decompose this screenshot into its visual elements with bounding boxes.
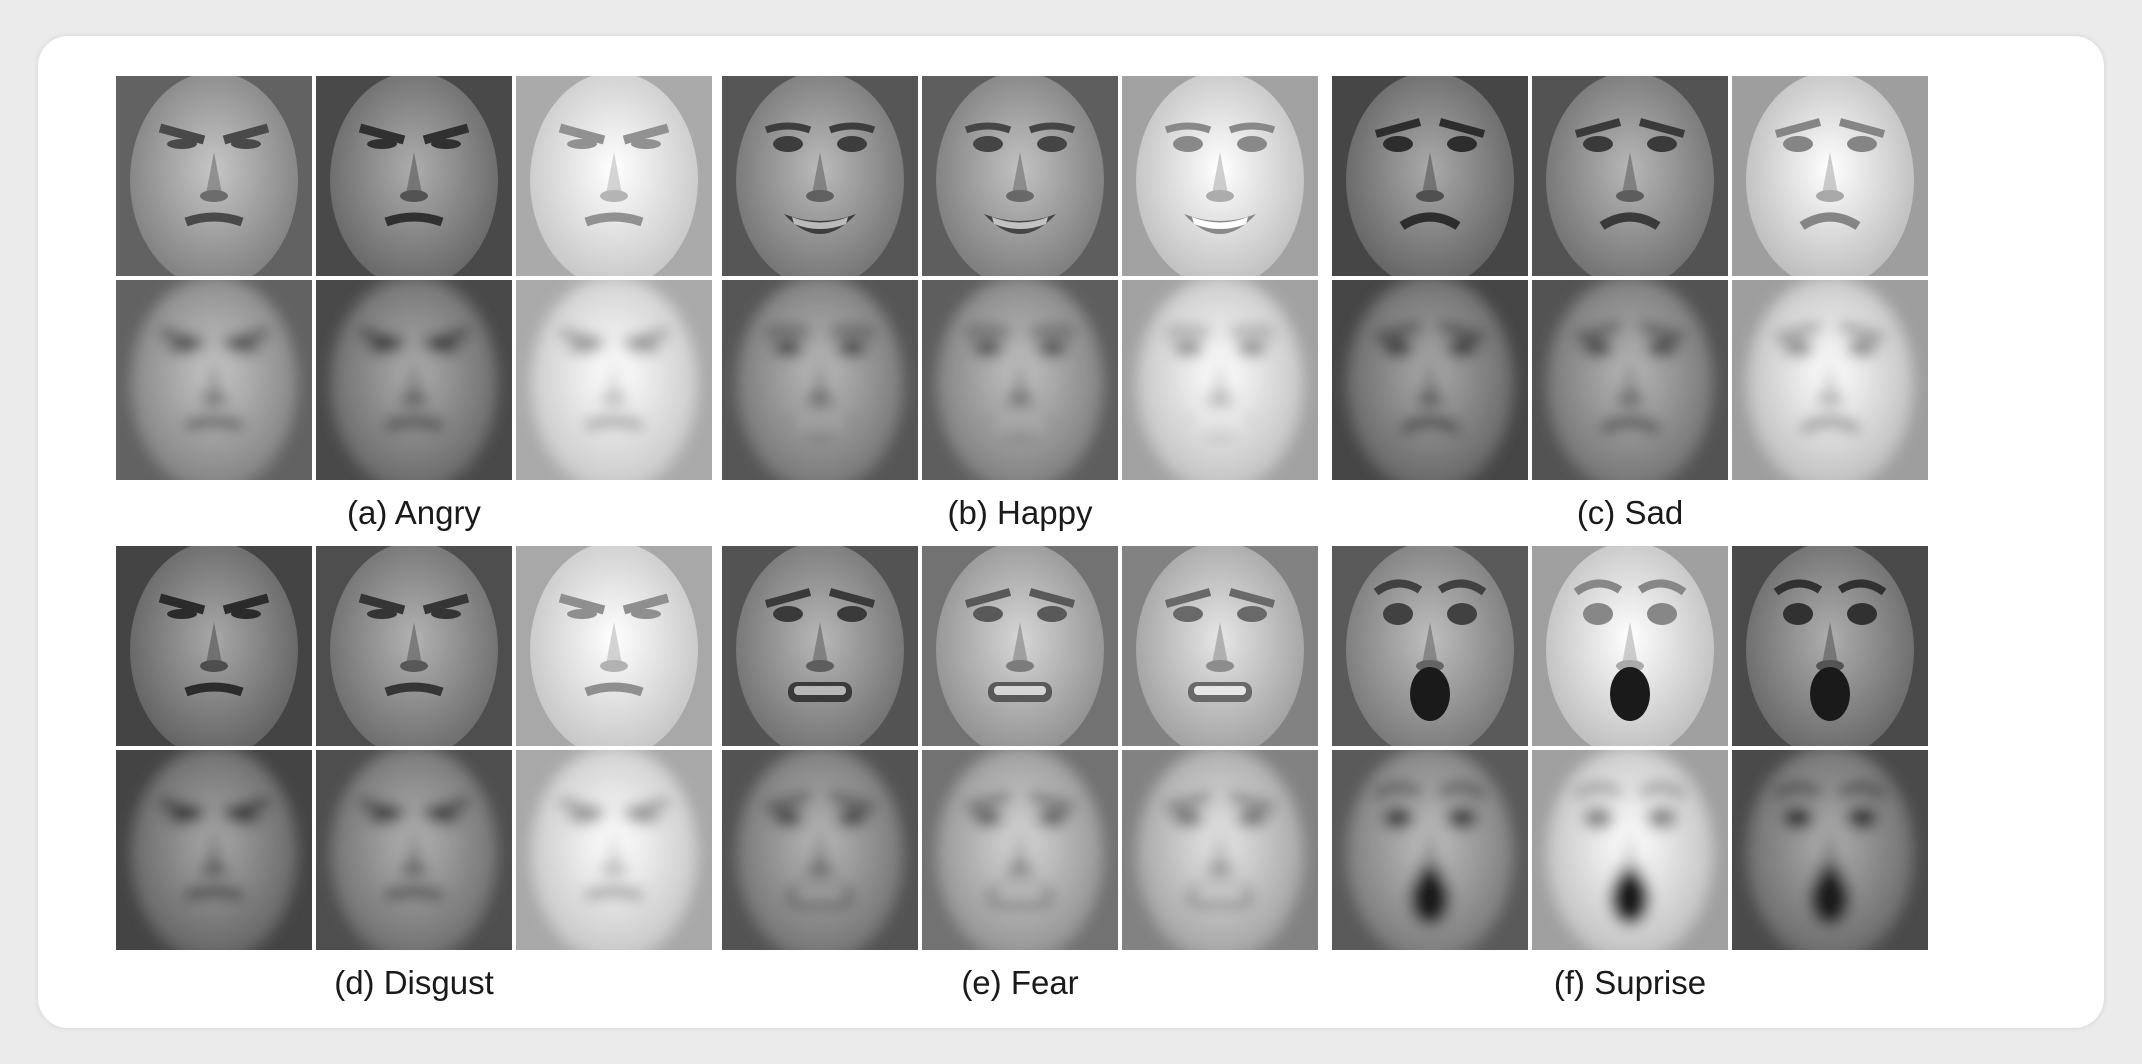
face-photo [722, 76, 918, 276]
face-photo [516, 76, 712, 276]
face-grid [1332, 76, 1928, 484]
face-reconstruction [1732, 280, 1928, 480]
face-reconstruction [1532, 750, 1728, 950]
face-reconstruction [922, 280, 1118, 480]
face-grid [116, 546, 712, 954]
face-photo [1732, 76, 1928, 276]
panel-caption: (f) Suprise [1553, 964, 1707, 1001]
panel-sad: (c) Sad [1332, 76, 1928, 536]
face-photo [1732, 546, 1928, 746]
face-reconstruction [116, 280, 312, 480]
face-reconstruction [1332, 750, 1528, 950]
face-reconstruction [922, 750, 1118, 950]
face-reconstruction [1122, 750, 1318, 950]
face-photo [316, 76, 512, 276]
face-photo [1332, 76, 1528, 276]
face-reconstruction [1532, 280, 1728, 480]
face-photo [1532, 546, 1728, 746]
face-reconstruction [316, 750, 512, 950]
face-photo [1532, 76, 1728, 276]
figure-card: (a) Angry [38, 36, 2104, 1028]
panel-caption: (e) Fear [961, 964, 1079, 1001]
face-photo [722, 546, 918, 746]
face-reconstruction [1332, 280, 1528, 480]
face-photo [116, 76, 312, 276]
panel-fear: (e) Fear [722, 546, 1318, 1006]
face-photo [922, 546, 1118, 746]
face-grid [722, 546, 1318, 954]
face-grid [1332, 546, 1928, 954]
panel-caption: (c) Sad [1576, 494, 1684, 531]
face-photo [116, 546, 312, 746]
face-reconstruction [116, 750, 312, 950]
face-reconstruction [722, 280, 918, 480]
panel-disgust: (d) Disgust [116, 546, 712, 1006]
face-photo [316, 546, 512, 746]
face-reconstruction [1732, 750, 1928, 950]
face-grid [116, 76, 712, 484]
face-reconstruction [516, 750, 712, 950]
panel-happy: (b) Happy [722, 76, 1318, 536]
face-photo [1332, 546, 1528, 746]
face-grid [722, 76, 1318, 484]
face-photo [922, 76, 1118, 276]
face-photo [1122, 546, 1318, 746]
face-reconstruction [722, 750, 918, 950]
face-photo [1122, 76, 1318, 276]
face-reconstruction [316, 280, 512, 480]
face-reconstruction [1122, 280, 1318, 480]
panel-caption: (a) Angry [347, 494, 481, 531]
panel-caption: (b) Happy [947, 494, 1093, 531]
panel-angry: (a) Angry [116, 76, 712, 536]
panel-caption: (d) Disgust [334, 964, 494, 1001]
face-reconstruction [516, 280, 712, 480]
panel-surprise: (f) Suprise [1332, 546, 1928, 1006]
face-photo [516, 546, 712, 746]
